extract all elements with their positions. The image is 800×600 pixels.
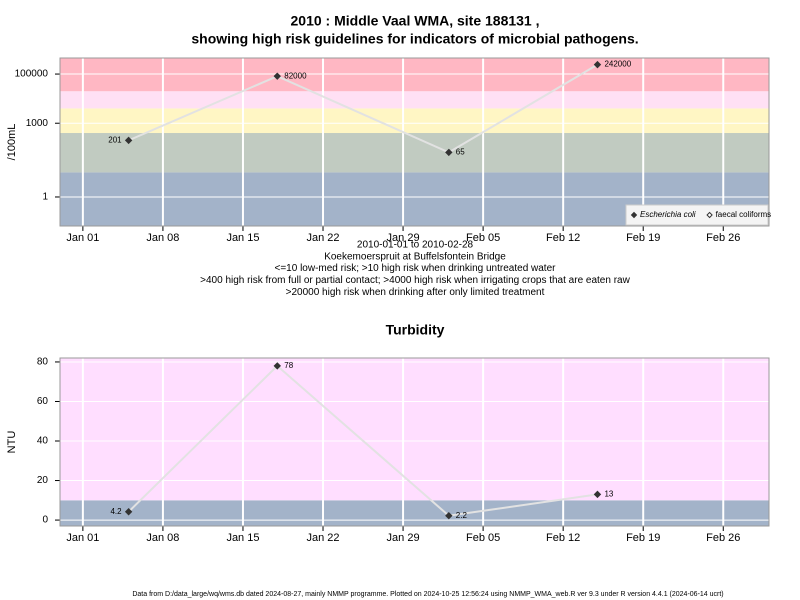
- data-label: 2.2: [456, 511, 468, 520]
- risk-band: [60, 58, 769, 92]
- data-label: 201: [108, 135, 122, 144]
- legend-label: faecal coliforms: [716, 210, 772, 219]
- x-tick-label: Feb 26: [706, 532, 740, 544]
- y-axis-label: /100mL: [6, 124, 18, 161]
- x-tick-label: Jan 08: [146, 232, 179, 244]
- chart-note: Koekemoerspruit at Buffelsfontein Bridge: [324, 251, 506, 262]
- legend-marker: [630, 211, 638, 219]
- x-tick-label: Feb 12: [546, 232, 580, 244]
- x-tick-label: Feb 19: [626, 532, 660, 544]
- y-tick-label: 80: [37, 357, 49, 368]
- data-label: 65: [456, 148, 465, 157]
- y-tick-label: 20: [37, 475, 49, 486]
- x-tick-label: Jan 01: [66, 532, 99, 544]
- chart-title: Turbidity: [386, 322, 445, 338]
- x-tick-label: Feb 05: [466, 232, 500, 244]
- x-tick-label: Jan 15: [226, 532, 259, 544]
- risk-band: [60, 108, 769, 134]
- chart-note: <=10 low-med risk; >10 high risk when dr…: [275, 263, 557, 274]
- y-tick-label: 1: [42, 192, 48, 203]
- data-line: [127, 364, 598, 517]
- y-tick-label: 40: [37, 436, 49, 447]
- chart-title: showing high risk guidelines for indicat…: [191, 31, 638, 47]
- legend-box: [625, 204, 769, 226]
- legend-label: Escherichia coli: [640, 210, 696, 219]
- data-label: 242000: [604, 60, 631, 69]
- plot-frame: [59, 357, 770, 527]
- x-tick-label: Jan 22: [307, 532, 340, 544]
- x-tick-label: Jan 01: [66, 232, 99, 244]
- chart-note: 2010-01-01 to 2010-02-28: [357, 240, 474, 251]
- y-tick-label: 60: [37, 396, 49, 407]
- y-tick-label: 0: [42, 515, 48, 526]
- x-tick-label: Jan 29: [387, 232, 420, 244]
- data-point: [273, 362, 281, 370]
- data-label: 82000: [284, 71, 307, 80]
- y-axis-label: NTU: [6, 431, 18, 454]
- risk-band: [60, 358, 769, 501]
- data-label: 78: [284, 361, 293, 370]
- x-tick-label: Jan 29: [387, 532, 420, 544]
- data-point: [445, 148, 453, 157]
- footer: Data from D:/data_large/wq/wms.db dated …: [132, 591, 723, 598]
- data-point: [445, 512, 453, 520]
- data-point: [124, 508, 133, 516]
- data-label: 13: [604, 489, 613, 498]
- data-point: [593, 490, 602, 499]
- x-tick-label: Feb 19: [626, 232, 660, 244]
- legend-marker: [706, 211, 713, 219]
- y-tick-label: 100000: [15, 69, 49, 80]
- chart-note: >20000 high risk when drinking after onl…: [286, 287, 545, 298]
- risk-band: [60, 133, 769, 173]
- x-tick-label: Jan 15: [226, 232, 259, 244]
- data-point: [124, 136, 133, 145]
- x-tick-label: Feb 26: [706, 232, 740, 244]
- risk-band: [60, 500, 769, 526]
- x-tick-label: Feb 05: [466, 532, 500, 544]
- x-tick-label: Jan 22: [307, 232, 340, 244]
- plot-frame: [59, 57, 770, 227]
- x-tick-label: Feb 12: [546, 532, 580, 544]
- risk-band: [60, 91, 769, 109]
- data-point: [593, 60, 602, 69]
- y-tick-label: 1000: [26, 118, 49, 129]
- x-tick-label: Jan 08: [146, 532, 179, 544]
- data-point: [273, 72, 281, 80]
- chart-title: 2010 : Middle Vaal WMA, site 188131 ,: [291, 13, 540, 29]
- data-label: 4.2: [110, 507, 122, 516]
- data-line: [128, 63, 598, 154]
- chart-note: >400 high risk from full or partial cont…: [200, 275, 630, 286]
